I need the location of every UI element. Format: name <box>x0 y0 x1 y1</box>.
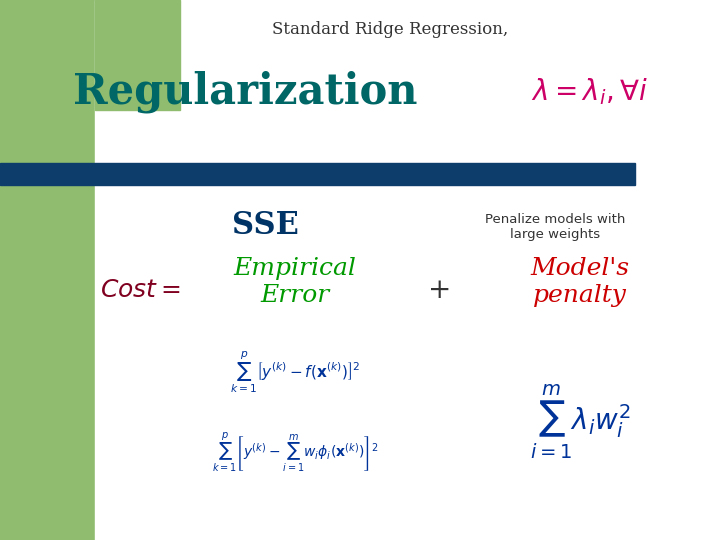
Bar <box>95 0 720 540</box>
Bar <box>95 0 180 110</box>
Text: Penalize models with
large weights: Penalize models with large weights <box>485 213 625 241</box>
Text: Standard Ridge Regression,: Standard Ridge Regression, <box>272 22 508 38</box>
Text: Empirical
Error: Empirical Error <box>233 257 356 307</box>
Bar <box>0 0 95 540</box>
Text: +: + <box>428 276 451 303</box>
Text: SSE: SSE <box>232 210 298 240</box>
Text: $\sum_{i=1}^{m} \lambda_i w_i^2$: $\sum_{i=1}^{m} \lambda_i w_i^2$ <box>530 383 630 461</box>
Text: $\sum_{k=1}^{p}\left[y^{(k)} - f\left(\mathbf{x}^{(k)}\right)\right]^2$: $\sum_{k=1}^{p}\left[y^{(k)} - f\left(\m… <box>230 349 360 395</box>
Text: Model's
penalty: Model's penalty <box>531 257 629 307</box>
Text: $\sum_{k=1}^{p}\left[y^{(k)} - \sum_{i=1}^{m} w_i \phi_i\left(\mathbf{x}^{(k)}\r: $\sum_{k=1}^{p}\left[y^{(k)} - \sum_{i=1… <box>212 430 378 474</box>
Bar <box>0 163 635 185</box>
Text: $\lambda = \lambda_i, \forall i$: $\lambda = \lambda_i, \forall i$ <box>531 77 649 107</box>
Text: $\mathit{Cost} =$: $\mathit{Cost} =$ <box>99 278 180 302</box>
Text: Regularization: Regularization <box>73 71 418 113</box>
